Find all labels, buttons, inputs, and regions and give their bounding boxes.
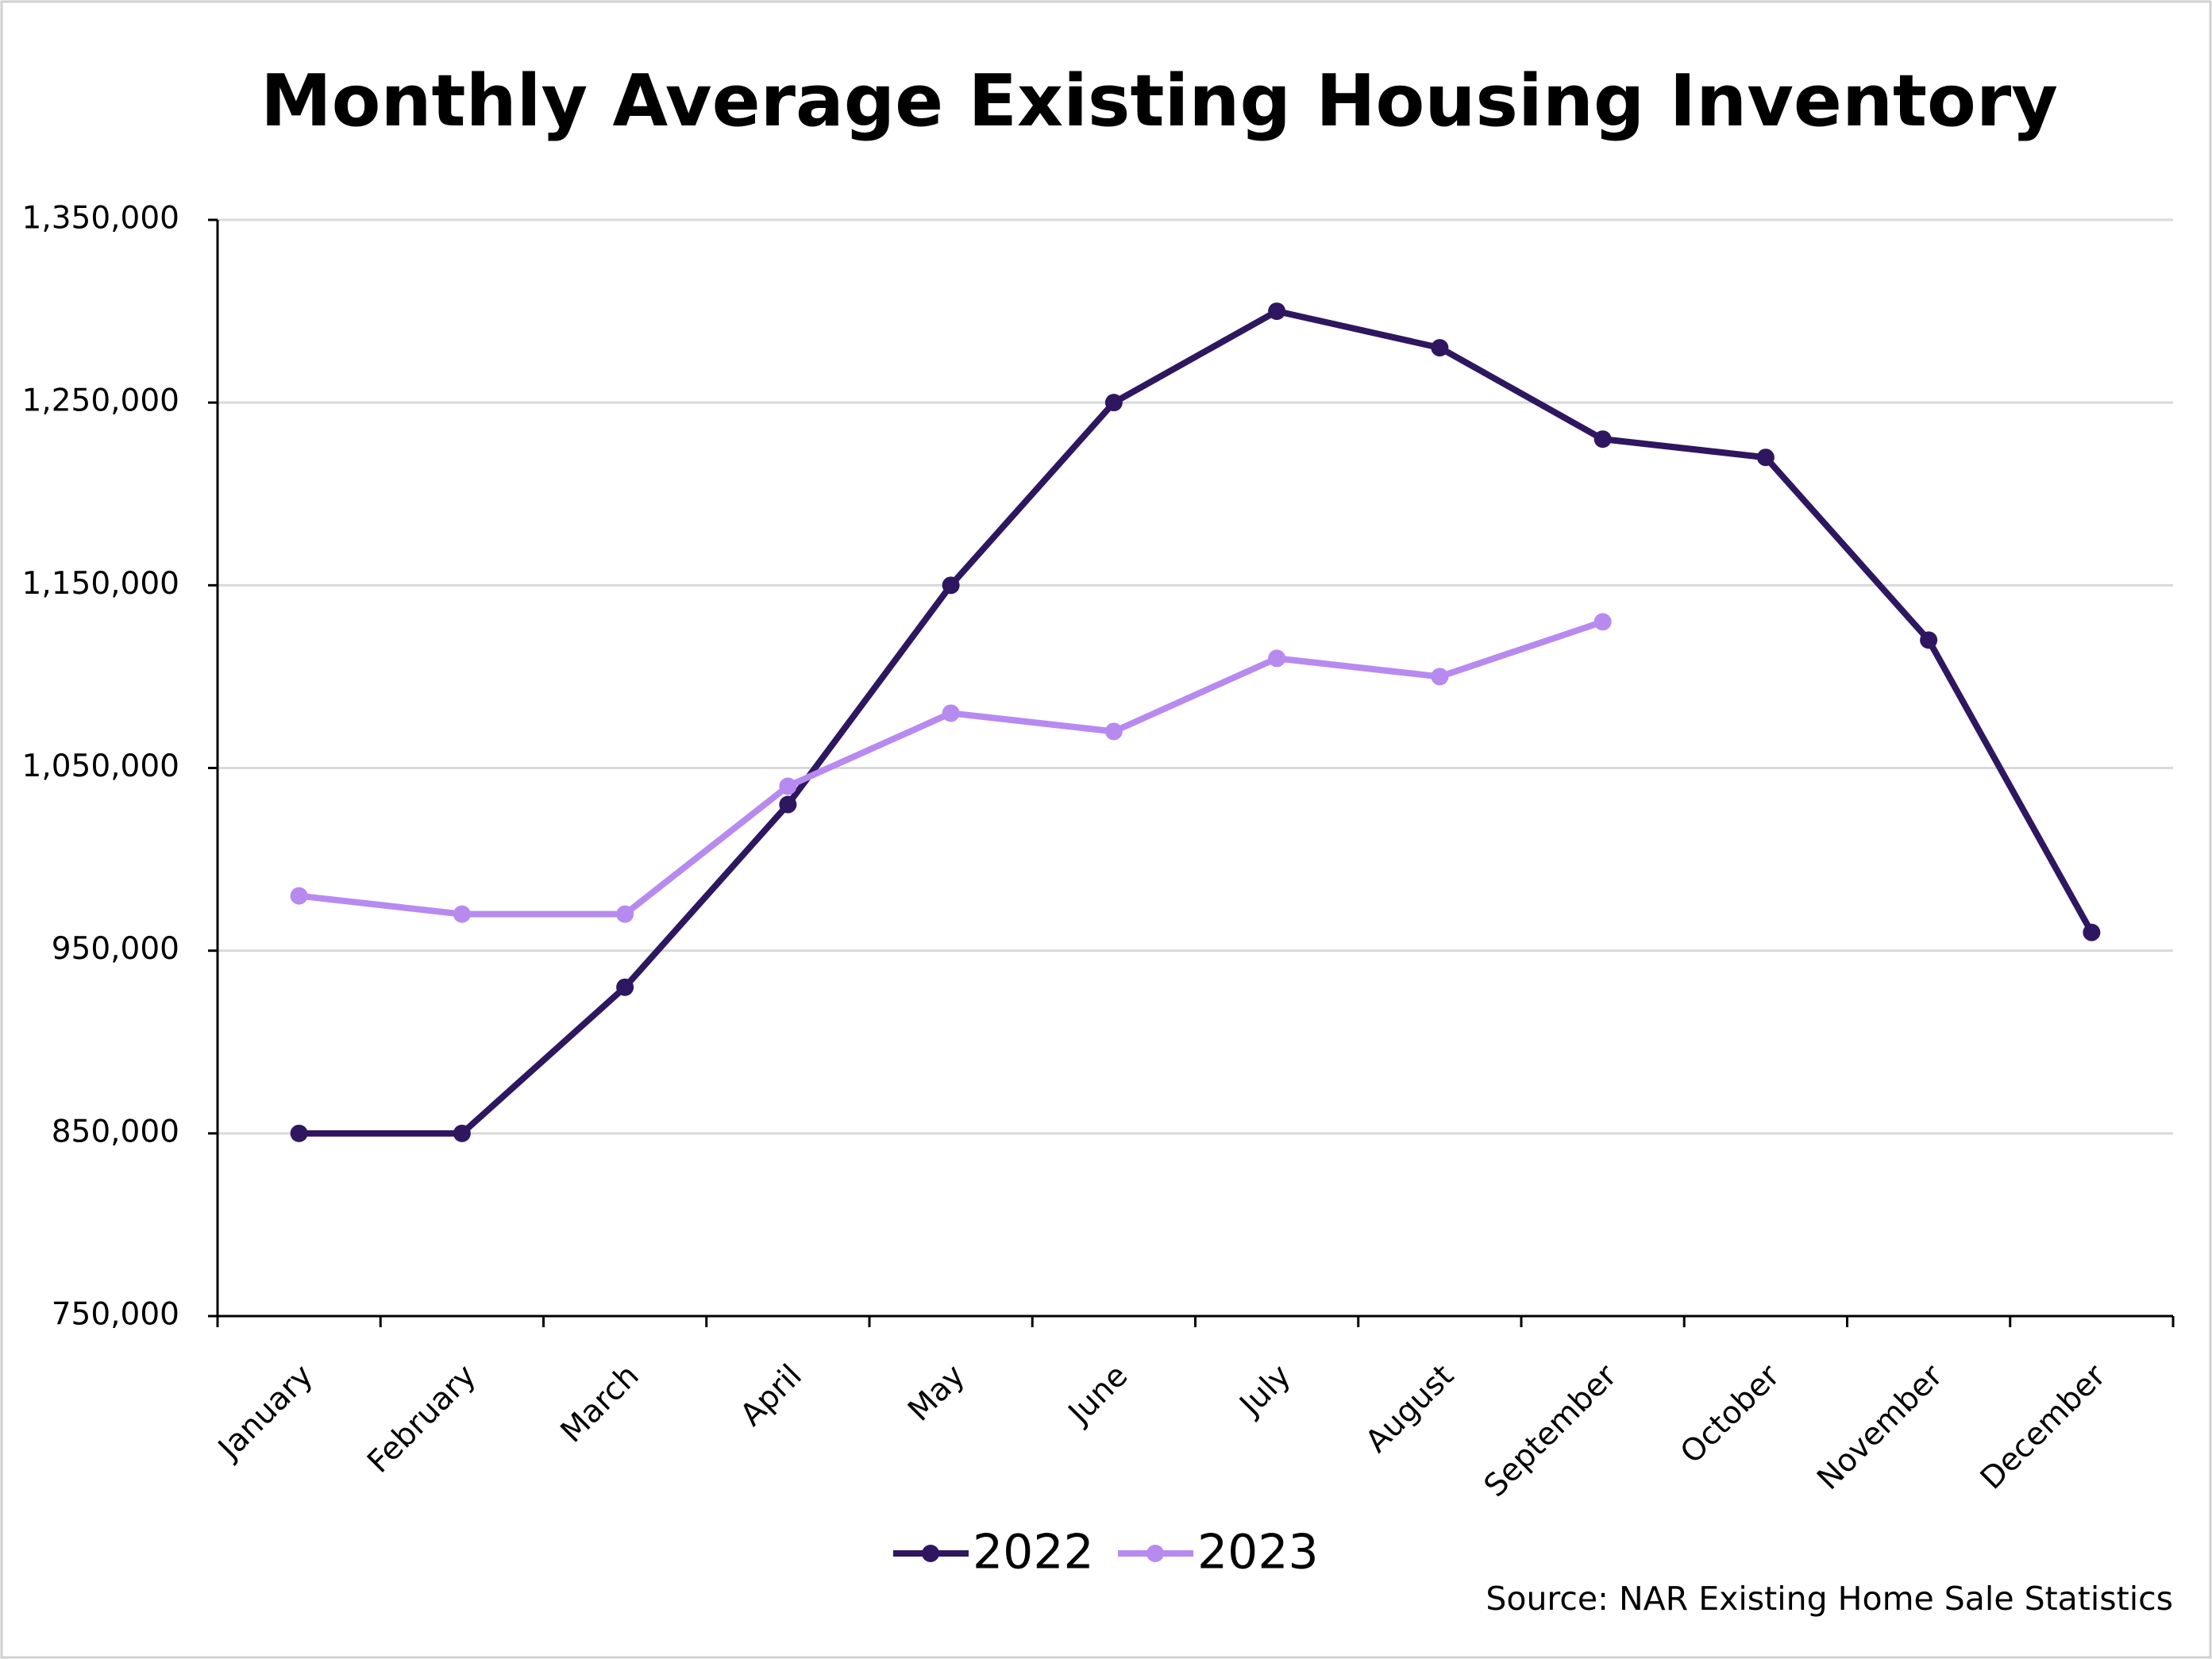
data-point (1431, 668, 1449, 686)
data-point (290, 887, 308, 905)
y-tick-label: 1,250,000 (22, 383, 180, 419)
data-point (1920, 631, 1938, 649)
data-point (1268, 649, 1286, 668)
y-tick-label: 750,000 (52, 1297, 179, 1333)
legend-label: 2023 (1197, 1525, 1319, 1580)
y-tick-label: 1,150,000 (22, 566, 180, 602)
data-point (453, 905, 471, 923)
data-point (616, 905, 634, 923)
series-line (299, 308, 2094, 1137)
data-point (616, 978, 634, 996)
source-note: Source: NAR Existing Home Sale Statistic… (1486, 1580, 2173, 1618)
data-point (1104, 722, 1123, 741)
y-tick-label: 950,000 (52, 931, 179, 967)
data-point (1756, 448, 1775, 467)
data-point (453, 1124, 471, 1142)
legend-marker (1146, 1545, 1164, 1562)
data-point (779, 777, 797, 795)
data-point (1593, 613, 1612, 631)
data-point (1593, 430, 1612, 448)
data-point (2083, 923, 2101, 941)
data-point (942, 576, 960, 595)
chart-title: Monthly Average Existing Housing Invento… (260, 60, 2058, 143)
y-tick-label: 850,000 (52, 1114, 179, 1149)
data-point (779, 795, 797, 814)
data-point (290, 1124, 308, 1142)
y-tick-label: 1,050,000 (22, 749, 180, 784)
data-point (1104, 394, 1123, 412)
legend-marker (922, 1545, 939, 1562)
data-point (942, 704, 960, 722)
data-point (1268, 302, 1286, 321)
data-point (1431, 339, 1449, 357)
legend-label: 2022 (973, 1525, 1094, 1580)
y-tick-label: 1,350,000 (22, 201, 180, 237)
